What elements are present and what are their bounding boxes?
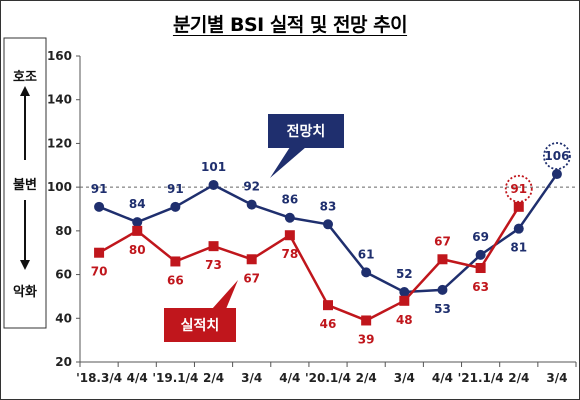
arrow-up-icon [20,86,30,96]
actual-data-label: 67 [434,234,451,248]
actual-data-label: 80 [129,243,146,257]
actual-callout: 실적치 [164,280,238,342]
actual-data-label: 48 [396,313,413,327]
side-label-good: 호조 [13,70,37,85]
x-tick-label: 4/4 [127,371,148,385]
forecast-point [475,249,486,260]
forecast-data-label: 52 [396,267,413,281]
series-lines [98,173,558,322]
actual-point [361,315,372,326]
x-tick-label: '19.1/4 [152,371,198,385]
actual-point [132,225,143,236]
actual-data-label: 46 [320,317,337,331]
forecast-highlight-circle [543,142,571,170]
actual-point [284,230,295,241]
actual-point [437,254,448,265]
chart-title: 분기별 BSI 실적 및 전망 추이 [0,10,580,37]
x-tick-label: 3/4 [394,371,415,385]
forecast-data-label: 91 [167,182,184,196]
actual-data-label: 91 [510,182,527,196]
actual-data-label: 73 [205,258,222,272]
forecast-data-label: 84 [129,197,146,211]
x-tick-label: '20.1/4 [305,371,351,385]
actual-callout-label: 실적치 [181,317,220,334]
y-tick-label: 100 [47,180,72,194]
data-labels: 91 84 91 101 92 86 83 61 52 53 69 81 106 70 80 66 73 67 78… [91,142,571,346]
forecast-data-label: 53 [434,302,451,316]
forecast-point [437,284,448,295]
x-tick-label: '21.1/4 [458,371,504,385]
forecast-point [208,179,219,190]
arrow-down-icon [20,260,30,270]
forecast-callout-box [268,114,344,148]
side-label-bad: 악화 [13,284,37,300]
x-tick-label: 4/4 [432,371,453,385]
x-tick-label: 3/4 [241,371,262,385]
y-tick-label: 40 [55,311,72,325]
x-tick-label: 2/4 [508,371,529,385]
x-tick-label: '18.3/4 [76,371,122,385]
forecast-data-label: 92 [243,180,260,194]
forecast-point [94,201,105,212]
forecast-data-label: 69 [472,230,489,244]
y-tick-label: 20 [55,355,72,369]
forecast-point [246,199,257,210]
actual-point [208,241,219,252]
x-tick-label: 3/4 [546,371,567,385]
forecast-callout-pointer [270,147,306,178]
x-tick-label: 2/4 [356,371,377,385]
forecast-data-label: 86 [281,193,298,207]
y-tick-label: 80 [55,224,72,238]
forecast-point [551,169,562,180]
forecast-data-label: 83 [320,199,337,213]
y-tick-label: 120 [47,136,72,150]
forecast-callout: 전망치 [268,114,344,178]
actual-point [170,256,181,267]
actual-data-label: 70 [91,265,108,279]
chart-title-text: 분기별 BSI 실적 및 전망 추이 [172,14,408,36]
actual-data-label: 66 [167,273,184,287]
actual-point [323,300,333,311]
forecast-point [284,212,295,223]
actual-point [94,247,105,258]
y-tick-label: 140 [47,93,72,107]
actual-point [246,254,257,265]
callouts: 전망치 실적치 [164,114,344,342]
forecast-point [361,267,372,278]
axes: 20 40 60 80 100 120 140 160 '18.3/4 4/4 '19.1/4 2/4… [47,49,577,385]
actual-data-label: 67 [243,271,260,285]
actual-point [475,263,486,274]
actual-callout-pointer [212,280,238,309]
x-tick-label: 4/4 [279,371,300,385]
forecast-point [513,223,524,234]
side-scale: 호조 불변 악화 [3,37,47,329]
actual-point [513,201,524,212]
forecast-point [399,287,410,298]
forecast-data-label: 91 [91,182,108,196]
actual-point [399,295,410,306]
actual-data-label: 78 [281,247,298,261]
forecast-point [170,201,181,212]
forecast-data-label: 101 [201,160,226,174]
forecast-point [132,217,143,228]
forecast-data-label: 81 [510,241,527,255]
actual-data-label: 39 [358,332,375,346]
actual-callout-box [164,308,236,342]
side-label-neutral: 불변 [13,178,37,193]
series-markers [94,169,562,326]
y-tick-label: 60 [55,268,72,282]
y-tick-label: 160 [47,49,72,63]
forecast-data-label: 106 [544,149,569,163]
forecast-data-label: 61 [358,247,375,261]
forecast-point [323,219,333,230]
x-tick-label: 2/4 [203,371,224,385]
actual-data-label: 63 [472,280,489,294]
actual-highlight-circle [504,174,533,203]
forecast-callout-label: 전망치 [287,123,326,140]
actual-series-line [98,206,520,322]
